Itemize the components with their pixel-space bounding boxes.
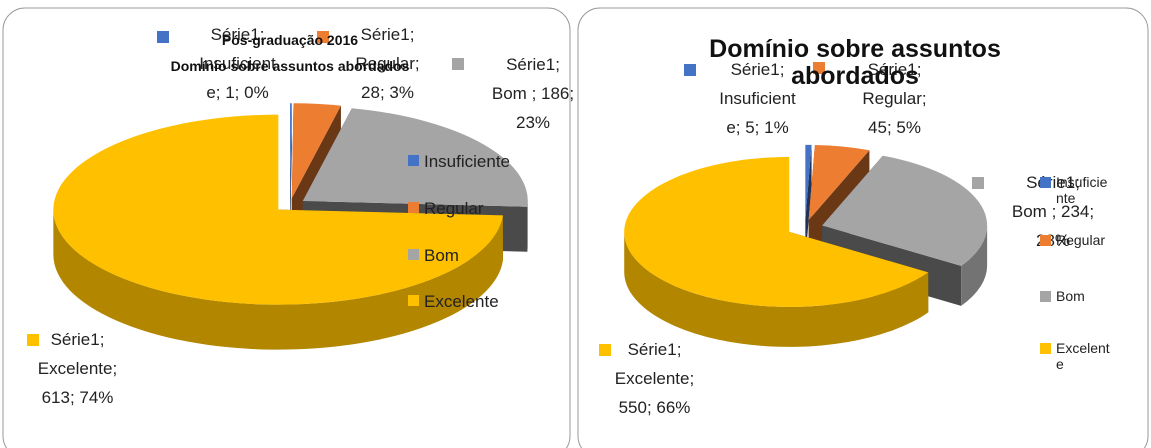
legend-label: Regular <box>424 199 484 218</box>
slice-side <box>961 225 988 306</box>
slice <box>624 156 929 307</box>
panel <box>2 7 571 448</box>
label-key <box>157 31 169 43</box>
legend-label: Bom <box>424 246 459 265</box>
data-label: Série1; Excelente; 550; 66% <box>614 340 695 417</box>
legend-key <box>1040 343 1051 354</box>
legend-label: Excelente <box>424 292 499 311</box>
slice <box>291 103 341 199</box>
label-key <box>317 31 329 43</box>
slice <box>53 114 503 305</box>
data-label: Série1; Bom ; 186; 23% <box>491 55 575 132</box>
data-label: Série1; Excelente; 613; 74% <box>37 330 118 407</box>
legend-key <box>408 155 419 166</box>
legend-key <box>408 202 419 213</box>
legend-label: Bom <box>1056 288 1085 304</box>
legend-key <box>1040 291 1051 302</box>
label-key <box>813 62 825 74</box>
legend-label: Insuficiente <box>424 152 510 171</box>
label-key <box>599 344 611 356</box>
legend-label: Regular <box>1056 232 1106 248</box>
slice <box>805 144 812 220</box>
legend-label: Insuficiente <box>1056 174 1108 206</box>
slice <box>290 103 292 199</box>
chart-subtitle: Domínio sobre assuntos abordados <box>170 58 410 74</box>
slice <box>822 155 988 266</box>
chart-title: Pós-graduação 2016 <box>221 32 359 48</box>
legend-key <box>1040 177 1051 188</box>
label-key <box>27 334 39 346</box>
data-label: Série1; Bom ; 234; 28% <box>1011 173 1095 250</box>
data-label: Série1; Regular; 28; 3% <box>355 25 420 102</box>
slice-side <box>53 209 503 350</box>
data-label: Série1; Insuficiente; 5; 1% <box>719 60 796 137</box>
label-key <box>452 58 464 70</box>
panel <box>577 7 1149 448</box>
legend-key <box>408 249 419 260</box>
legend-key <box>1040 235 1051 246</box>
chart-title: Domínio sobre assuntos abordados <box>709 35 1001 90</box>
legend-key <box>408 295 419 306</box>
data-label: Série1; Regular; 45; 5% <box>862 60 927 137</box>
slice-face <box>290 103 292 244</box>
legend-label: Excelente <box>1056 340 1110 372</box>
slice-side <box>624 231 929 347</box>
slice <box>808 145 870 220</box>
slice-face <box>805 144 812 260</box>
label-key <box>684 64 696 76</box>
data-label: Série1; Insuficiente; 1; 0% <box>199 25 276 102</box>
label-key <box>972 177 984 189</box>
